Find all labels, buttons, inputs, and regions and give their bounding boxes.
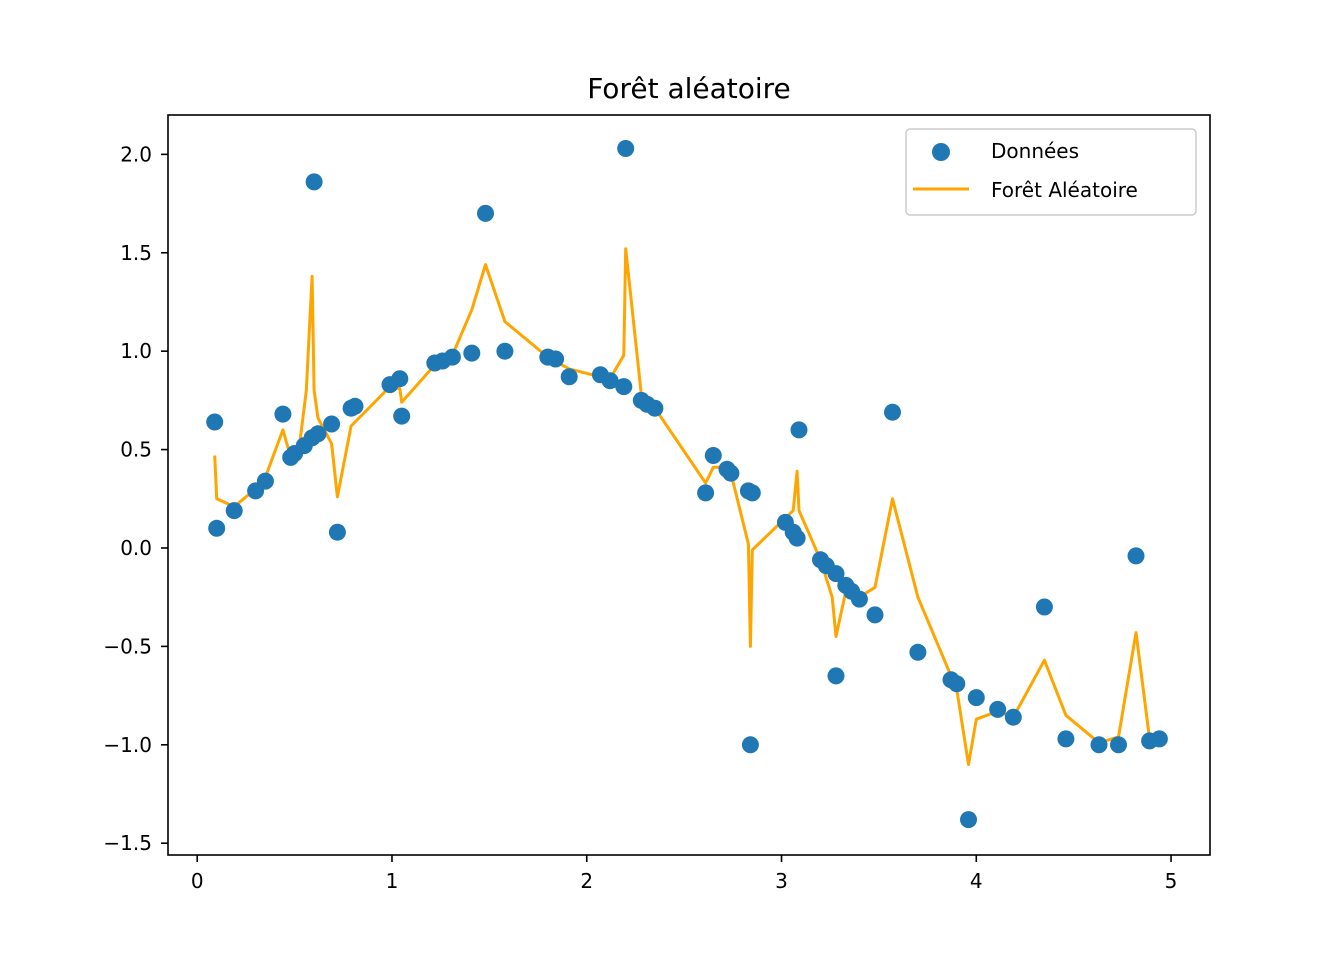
scatter-point <box>1090 736 1108 754</box>
scatter-point <box>948 675 966 693</box>
scatter-point <box>496 342 514 360</box>
scatter-point <box>1127 547 1145 565</box>
scatter-point <box>884 403 901 421</box>
scatter-point <box>615 378 633 396</box>
legend-label-donnees: Données <box>991 139 1079 163</box>
x-tick-label: 5 <box>1165 869 1178 893</box>
y-tick-label: −0.5 <box>103 634 152 658</box>
scatter-point <box>697 484 715 502</box>
plot-area <box>168 115 1210 855</box>
scatter-point <box>560 368 578 386</box>
scatter-point <box>256 472 274 490</box>
scatter-point <box>1057 730 1075 748</box>
plot-frame <box>167 114 1211 856</box>
scatter-point <box>743 484 761 502</box>
y-tick-label: −1.0 <box>103 733 152 757</box>
scatter-point <box>788 529 806 547</box>
scatter-point <box>827 565 845 583</box>
y-tick-label: 0.5 <box>120 438 152 462</box>
legend-marker-donnees <box>932 143 950 161</box>
legend: Données Forêt Aléatoire <box>905 128 1197 216</box>
legend-box <box>905 128 1197 216</box>
scatter-point <box>967 689 985 707</box>
scatter-point <box>393 407 411 425</box>
plot-background <box>168 115 1210 855</box>
scatter-point <box>960 811 977 829</box>
scatter-point <box>328 523 346 541</box>
scatter-point <box>443 348 461 366</box>
scatter-series-layer <box>206 140 1168 829</box>
scatter-point <box>1004 708 1022 726</box>
scatter-point <box>646 399 664 417</box>
scatter-point <box>850 590 868 608</box>
scatter-point <box>601 372 619 390</box>
scatter-point <box>704 447 722 464</box>
scatter-point <box>1150 730 1168 748</box>
x-tick-label: 1 <box>386 869 399 893</box>
scatter-point <box>866 606 884 624</box>
y-axis: −1.5 −1.0 −0.5 0.0 0.5 1.0 1.5 2.0 <box>103 142 168 855</box>
scatter-point <box>790 421 808 439</box>
y-tick-label: 1.0 <box>120 339 152 363</box>
y-tick-label: 1.5 <box>120 241 152 265</box>
x-tick-label: 0 <box>191 869 204 893</box>
scatter-point <box>477 204 494 222</box>
x-tick-label: 2 <box>580 869 593 893</box>
y-tick-label: 2.0 <box>120 142 152 166</box>
scatter-point <box>989 700 1007 718</box>
scatter-point <box>463 344 481 362</box>
scatter-point <box>208 519 226 537</box>
scatter-point <box>309 425 327 443</box>
x-tick-label: 3 <box>775 869 788 893</box>
scatter-point <box>206 413 224 431</box>
scatter-point <box>909 643 927 661</box>
scatter-point <box>274 405 292 423</box>
scatter-point <box>323 415 341 433</box>
scatter-point <box>391 370 409 388</box>
scatter-point <box>547 350 565 368</box>
y-tick-label: 0.0 <box>120 536 152 560</box>
scatter-point <box>827 667 845 685</box>
scatter-point <box>722 464 740 482</box>
legend-label-foret-aleatoire: Forêt Aléatoire <box>991 178 1138 202</box>
x-axis: 0 1 2 3 4 5 <box>191 855 1178 893</box>
scatter-point <box>225 502 243 520</box>
x-tick-label: 4 <box>970 869 983 893</box>
scatter-point <box>1035 598 1053 616</box>
scatter-point <box>346 397 364 415</box>
chart-title: Forêt aléatoire <box>587 72 791 105</box>
y-tick-label: −1.5 <box>103 831 152 855</box>
scatter-point <box>617 140 635 157</box>
scatter-point <box>741 736 759 754</box>
scatter-point <box>1110 736 1127 754</box>
scatter-point <box>305 173 323 191</box>
